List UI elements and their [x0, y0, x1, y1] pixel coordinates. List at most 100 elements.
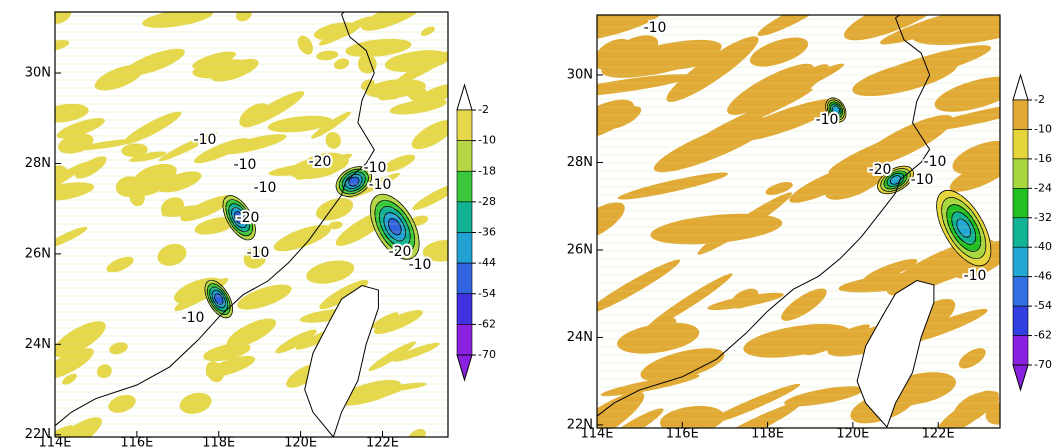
- y-tick-label: 30N: [25, 66, 51, 81]
- x-tick-label: 118E: [202, 436, 235, 448]
- y-tick-label: 26N: [567, 242, 593, 257]
- colorbar-label: -44: [478, 256, 496, 269]
- colorbar-top: [457, 85, 472, 110]
- colorbar-swatch: [1013, 100, 1028, 129]
- colorbar-label: -28: [478, 195, 496, 208]
- colorbar-label: -62: [1034, 329, 1052, 342]
- x-tick-label: 116E: [666, 427, 699, 442]
- field-blob: [33, 179, 96, 205]
- contour-label: -20: [869, 162, 892, 178]
- field-blob: [271, 220, 334, 257]
- contour-label: -10: [964, 268, 987, 284]
- figure: 114E116E118E120E122E22N24N26N28N30N-10-1…: [0, 0, 1060, 448]
- field-blob: [419, 24, 436, 37]
- contour-label: -10: [194, 132, 217, 148]
- x-tick-label: 122E: [922, 427, 955, 442]
- colorbar-bottom: [1013, 365, 1028, 390]
- x-tick-label: 118E: [751, 427, 784, 442]
- colorbar-swatch: [1013, 218, 1028, 247]
- map-panel: [540, 0, 1041, 448]
- colorbar-label: -40: [1034, 240, 1052, 253]
- colorbar-label: -2: [1034, 93, 1045, 106]
- contour-label: -10: [254, 180, 277, 196]
- colorbar-swatch: [1013, 336, 1028, 365]
- colorbar-label: -70: [1034, 358, 1052, 371]
- contour-label: -20: [309, 154, 332, 170]
- colorbar-swatch: [1013, 247, 1028, 276]
- x-tick-label: 120E: [284, 436, 317, 448]
- colorbar-swatch: [457, 202, 472, 233]
- contour-label: -10: [924, 154, 947, 170]
- field-blob: [313, 194, 356, 225]
- contour-label: -10: [182, 310, 205, 326]
- x-tick-label: 116E: [120, 436, 153, 448]
- field-blob: [234, 279, 294, 314]
- field-blob: [316, 49, 339, 61]
- colorbar-label: -62: [478, 317, 496, 330]
- y-tick-label: 24N: [25, 337, 51, 352]
- colorbar-swatch: [457, 141, 472, 172]
- y-tick-label: 28N: [25, 156, 51, 171]
- colorbar-bottom: [457, 355, 472, 380]
- x-tick-label: 122E: [366, 436, 399, 448]
- field-blob: [910, 6, 1039, 52]
- contour-label: -20: [237, 210, 260, 226]
- y-tick-label: 24N: [567, 330, 593, 345]
- field-blob: [45, 3, 74, 27]
- field-blob: [407, 114, 458, 154]
- colorbar-label: -32: [1034, 211, 1052, 224]
- contour-label: -10: [911, 172, 934, 188]
- colorbar-label: -54: [478, 287, 496, 300]
- contour-label: -10: [364, 160, 387, 176]
- field-blob: [44, 224, 89, 251]
- field-blob: [95, 362, 114, 381]
- contour-label: -20: [389, 244, 412, 260]
- field-blob: [323, 130, 343, 151]
- field-blob: [234, 5, 254, 24]
- y-tick-label: 22N: [567, 417, 593, 432]
- colorbar-label: -18: [478, 164, 496, 177]
- colorbar-swatch: [457, 263, 472, 294]
- contour-label: -10: [816, 112, 839, 128]
- colorbar-label: -36: [478, 226, 496, 239]
- colorbar-label: -10: [478, 134, 496, 147]
- field-blob: [617, 168, 730, 204]
- colorbar-swatch: [1013, 159, 1028, 188]
- field-blob: [649, 108, 779, 181]
- colorbar-label: -46: [1034, 270, 1052, 283]
- field-blob: [141, 5, 214, 32]
- field-blob: [410, 180, 461, 214]
- colorbar-swatch: [1013, 277, 1028, 306]
- colorbar-swatch: [457, 233, 472, 264]
- field-blob: [177, 390, 213, 417]
- contour-label: -10: [409, 257, 432, 273]
- y-tick-label: 30N: [567, 67, 593, 82]
- field-blob: [106, 392, 138, 416]
- colorbar-label: -54: [1034, 299, 1052, 312]
- x-tick-label: 120E: [836, 427, 869, 442]
- field-blob: [295, 33, 317, 57]
- field-blob: [584, 255, 683, 319]
- colorbar-top: [1013, 75, 1028, 100]
- field-blob: [108, 340, 129, 356]
- colorbar-label: -2: [478, 103, 489, 116]
- y-tick-label: 22N: [25, 427, 51, 442]
- y-tick-label: 26N: [25, 246, 51, 261]
- colorbar-swatch: [457, 324, 472, 355]
- contour-label: -10: [234, 157, 257, 173]
- colorbar-swatch: [457, 110, 472, 141]
- colorbar-swatch: [1013, 306, 1028, 335]
- colorbar-swatch: [1013, 129, 1028, 158]
- y-tick-label: 28N: [567, 155, 593, 170]
- island: [305, 286, 379, 437]
- contour-label: -10: [247, 245, 270, 261]
- contour-label: -10: [644, 20, 667, 36]
- colorbar-label: -24: [1034, 181, 1052, 194]
- colorbar-label: -10: [1034, 122, 1052, 135]
- field-blob: [155, 240, 190, 269]
- colorbar-swatch: [457, 294, 472, 325]
- colorbar-label: -16: [1034, 152, 1052, 165]
- colorbar-swatch: [1013, 188, 1028, 217]
- contour-label: -10: [369, 177, 392, 193]
- field-blob: [777, 283, 831, 326]
